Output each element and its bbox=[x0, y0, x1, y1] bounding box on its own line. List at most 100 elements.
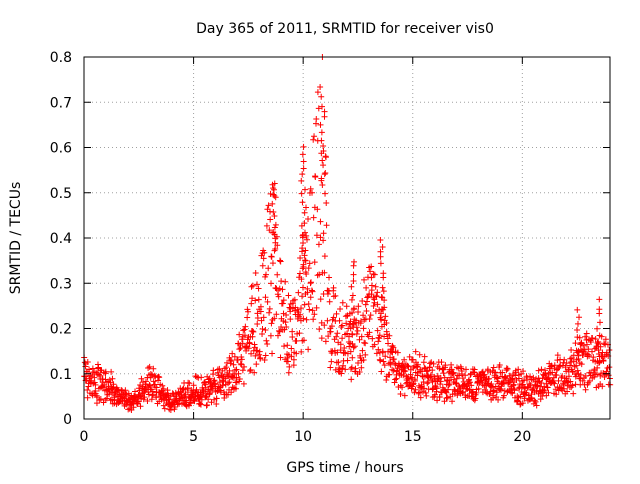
data-point bbox=[276, 327, 283, 334]
data-point bbox=[271, 224, 278, 231]
data-point bbox=[223, 364, 230, 371]
data-point bbox=[285, 369, 292, 376]
data-point bbox=[584, 351, 591, 358]
data-point bbox=[269, 350, 276, 357]
data-point bbox=[330, 293, 337, 300]
data-point bbox=[374, 301, 381, 308]
data-point bbox=[276, 257, 283, 264]
data-point bbox=[574, 326, 581, 333]
data-point bbox=[297, 311, 304, 318]
data-point bbox=[421, 364, 428, 371]
data-point bbox=[130, 404, 137, 411]
data-point bbox=[332, 292, 339, 299]
data-point bbox=[371, 341, 378, 348]
data-point bbox=[267, 216, 274, 223]
data-point bbox=[300, 315, 307, 322]
data-point bbox=[343, 320, 350, 327]
data-point bbox=[301, 252, 308, 259]
data-point bbox=[519, 381, 526, 388]
data-point bbox=[420, 359, 427, 366]
data-point bbox=[590, 354, 597, 361]
data-point bbox=[383, 376, 390, 383]
data-point bbox=[230, 361, 237, 368]
data-point bbox=[299, 293, 306, 300]
data-point bbox=[261, 249, 268, 256]
data-point bbox=[327, 364, 334, 371]
data-point bbox=[319, 181, 326, 188]
data-point bbox=[268, 253, 275, 260]
data-point bbox=[370, 303, 377, 310]
data-point bbox=[379, 348, 386, 355]
data-point bbox=[381, 362, 388, 369]
data-point bbox=[517, 401, 524, 408]
data-point bbox=[262, 271, 269, 278]
y-axis-label: SRMTID / TECUs bbox=[8, 182, 24, 295]
data-point bbox=[519, 400, 526, 407]
data-point bbox=[390, 356, 397, 363]
data-point bbox=[299, 284, 306, 291]
data-point bbox=[315, 241, 322, 248]
data-point bbox=[367, 268, 374, 275]
data-point bbox=[356, 336, 363, 343]
data-point bbox=[313, 232, 320, 239]
data-point bbox=[554, 352, 561, 359]
data-point bbox=[307, 185, 314, 192]
data-point bbox=[337, 341, 344, 348]
data-point bbox=[245, 308, 252, 315]
data-point bbox=[240, 380, 247, 387]
data-point bbox=[450, 370, 457, 377]
data-point bbox=[112, 392, 119, 399]
data-point bbox=[318, 129, 325, 136]
data-point bbox=[308, 279, 315, 286]
data-point bbox=[318, 137, 325, 144]
data-point bbox=[489, 394, 496, 401]
data-point bbox=[260, 255, 267, 262]
data-point bbox=[381, 333, 388, 340]
data-point bbox=[327, 328, 334, 335]
data-point bbox=[264, 298, 271, 305]
data-point bbox=[430, 360, 437, 367]
data-point bbox=[372, 283, 379, 290]
data-point bbox=[108, 389, 115, 396]
data-point bbox=[190, 382, 197, 389]
data-point bbox=[299, 265, 306, 272]
data-point bbox=[316, 271, 323, 278]
data-point bbox=[527, 373, 534, 380]
data-point bbox=[462, 366, 469, 373]
data-point bbox=[339, 365, 346, 372]
data-point bbox=[457, 385, 464, 392]
data-point bbox=[309, 288, 316, 295]
data-point bbox=[239, 336, 246, 343]
data-point bbox=[141, 394, 148, 401]
data-point bbox=[556, 363, 563, 370]
data-point bbox=[594, 371, 601, 378]
data-point bbox=[494, 375, 501, 382]
data-point bbox=[508, 389, 515, 396]
data-point bbox=[252, 270, 259, 277]
data-point bbox=[251, 344, 258, 351]
data-point bbox=[377, 310, 384, 317]
data-point bbox=[355, 359, 362, 366]
data-point bbox=[236, 346, 243, 353]
data-point bbox=[206, 375, 213, 382]
data-point bbox=[322, 169, 329, 176]
data-point bbox=[203, 402, 210, 409]
data-point bbox=[500, 392, 507, 399]
data-point bbox=[226, 379, 233, 386]
data-point bbox=[245, 345, 252, 352]
data-point bbox=[204, 402, 211, 409]
data-point bbox=[544, 384, 551, 391]
data-point bbox=[277, 258, 284, 265]
data-point bbox=[161, 405, 168, 412]
data-point bbox=[236, 331, 243, 338]
data-point bbox=[84, 387, 91, 394]
data-point bbox=[438, 359, 445, 366]
data-point bbox=[421, 385, 428, 392]
data-point bbox=[150, 365, 157, 372]
data-point bbox=[314, 206, 321, 213]
data-point bbox=[263, 337, 270, 344]
data-point bbox=[389, 349, 396, 356]
data-point bbox=[553, 391, 560, 398]
data-point bbox=[321, 322, 328, 329]
data-point bbox=[293, 337, 300, 344]
